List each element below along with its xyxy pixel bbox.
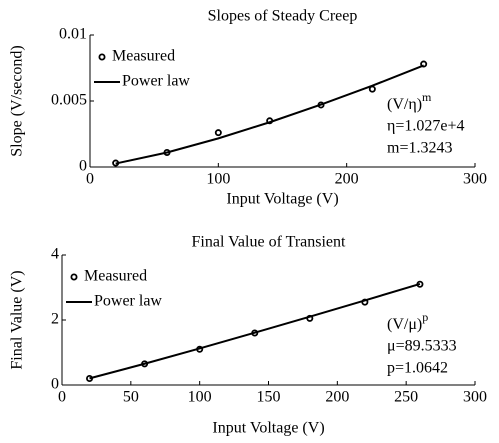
y-axis-label: Final Value (V) bbox=[9, 270, 26, 369]
annotation-base: (V/η) bbox=[387, 96, 422, 113]
x-tick-label: 150 bbox=[257, 389, 281, 406]
y-axis-label: Slope (V/second) bbox=[9, 45, 26, 157]
legend-label: Power law bbox=[122, 73, 190, 90]
legend-label: Measured bbox=[84, 268, 147, 285]
annotation-line: η=1.027e+4 bbox=[387, 118, 465, 135]
x-tick-label: 200 bbox=[325, 389, 349, 406]
x-tick-label: 100 bbox=[188, 389, 212, 406]
power-law-line bbox=[89, 282, 421, 380]
legend-marker bbox=[98, 53, 106, 61]
y-tick-label: 0.01 bbox=[59, 26, 87, 43]
x-tick-label: 300 bbox=[463, 171, 487, 188]
measured-point bbox=[214, 129, 222, 137]
x-axis-label: Input Voltage (V) bbox=[226, 191, 338, 208]
y-tick-label: 0 bbox=[79, 158, 87, 175]
legend-label: Measured bbox=[112, 48, 175, 65]
x-tick-label: 0 bbox=[86, 171, 94, 188]
power-law-line bbox=[115, 64, 425, 165]
annotation-sup: m bbox=[422, 90, 432, 104]
annotation-base: (V/μ) bbox=[387, 316, 422, 333]
x-tick-label: 200 bbox=[335, 171, 359, 188]
legend-label: Power law bbox=[94, 293, 162, 310]
annotation-line: m=1.3243 bbox=[387, 140, 452, 157]
annotation-sup: p bbox=[422, 310, 428, 324]
x-tick-label: 0 bbox=[58, 389, 66, 406]
annotation-formula: (V/η)m bbox=[387, 90, 432, 113]
chart-title: Final Value of Transient bbox=[192, 234, 346, 251]
x-tick-label: 50 bbox=[123, 389, 139, 406]
y-tick-label: 4 bbox=[51, 246, 59, 263]
chart-title: Slopes of Steady Creep bbox=[208, 8, 358, 25]
x-tick-label: 300 bbox=[463, 389, 487, 406]
annotation-formula: (V/μ)p bbox=[387, 310, 428, 333]
x-tick-label: 250 bbox=[394, 389, 418, 406]
annotation-line: p=1.0642 bbox=[387, 360, 448, 377]
x-axis-label: Input Voltage (V) bbox=[212, 420, 324, 437]
annotation-line: μ=89.5333 bbox=[387, 338, 457, 355]
x-tick-label: 100 bbox=[206, 171, 230, 188]
y-tick-label: 2 bbox=[51, 311, 59, 328]
y-tick-label: 0.005 bbox=[51, 92, 87, 109]
legend-marker bbox=[70, 273, 78, 281]
y-tick-label: 0 bbox=[51, 376, 59, 393]
